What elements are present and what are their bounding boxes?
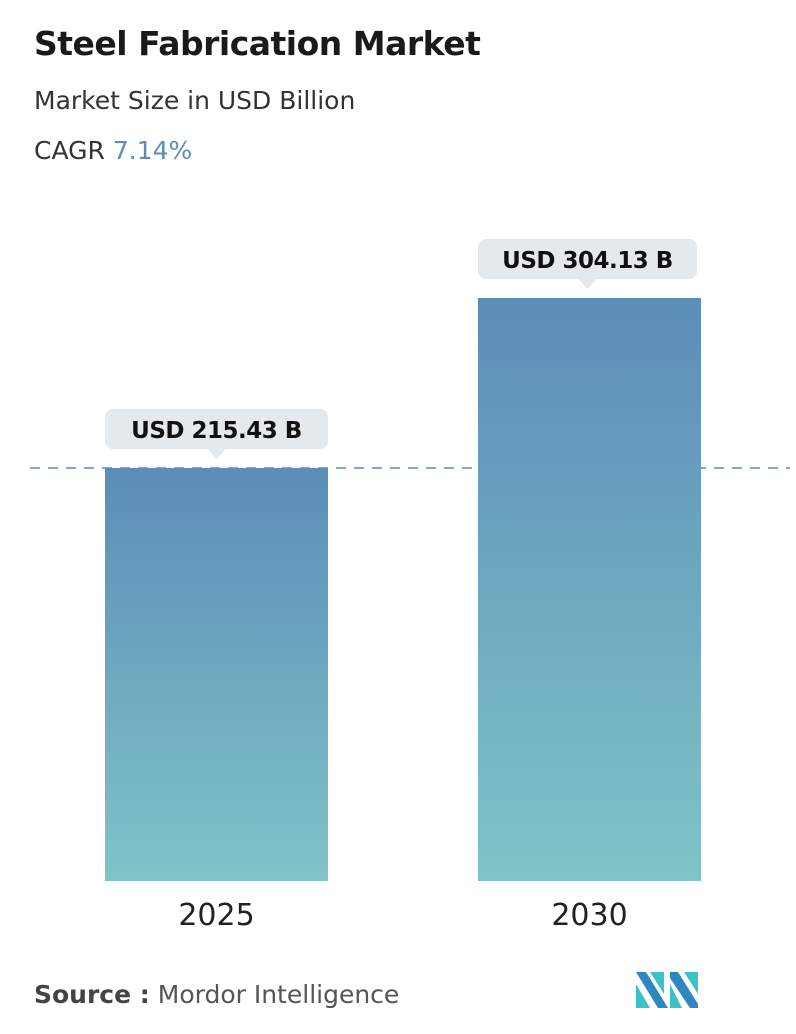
data-label: USD 215.43 B	[131, 418, 302, 444]
cagr-label: CAGR	[34, 136, 105, 165]
source-value: Mordor Intelligence	[157, 980, 400, 1009]
data-label-box	[478, 239, 697, 279]
cagr-value: 7.14%	[112, 136, 193, 165]
mordor-logo-icon	[636, 972, 698, 1008]
data-label-box	[105, 409, 328, 450]
bar-2025	[105, 468, 328, 881]
cagr-line: CAGR 7.14%	[34, 136, 192, 165]
data-label: USD 304.13 B	[502, 248, 673, 274]
bar-2030	[478, 298, 701, 881]
x-tick-label: 2025	[178, 898, 254, 933]
chart-subtitle: Market Size in USD Billion	[34, 86, 356, 115]
data-label-pointer	[578, 279, 597, 289]
source-label: Source :	[34, 980, 150, 1009]
x-tick-label: 2030	[551, 898, 627, 933]
bar-chart: USD 215.43 B 2025 USD 304.13 B 2030	[30, 239, 790, 933]
data-label-pointer	[207, 449, 226, 460]
chart-title: Steel Fabrication Market	[34, 24, 481, 63]
source-line: Source : Mordor Intelligence	[34, 980, 399, 1009]
